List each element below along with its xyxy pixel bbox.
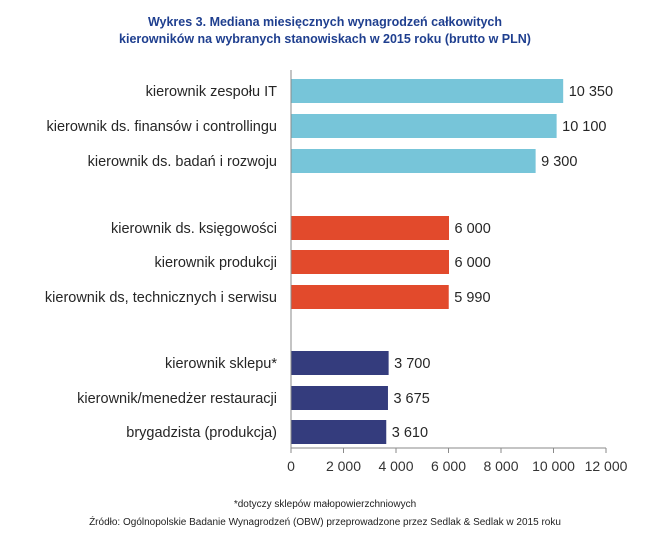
value-label: 3 700 bbox=[394, 356, 430, 372]
category-label: kierownik produkcji bbox=[155, 255, 278, 271]
bar bbox=[291, 420, 387, 444]
bar bbox=[291, 79, 564, 103]
bar bbox=[291, 250, 449, 274]
x-tick-label: 2 000 bbox=[326, 458, 361, 474]
value-label: 3 610 bbox=[392, 425, 428, 441]
x-tick-label: 0 bbox=[287, 458, 295, 474]
category-label: kierownik zespołu IT bbox=[146, 84, 277, 100]
value-label: 10 350 bbox=[569, 84, 613, 100]
category-label: kierownik/menedżer restauracji bbox=[77, 391, 277, 407]
x-tick-label: 10 000 bbox=[532, 458, 575, 474]
category-label: kierownik ds. księgowości bbox=[111, 221, 277, 237]
x-tick-label: 12 000 bbox=[585, 458, 628, 474]
value-label: 6 000 bbox=[455, 221, 491, 237]
category-label: kierownik ds. badań i rozwoju bbox=[88, 154, 277, 170]
value-label: 3 675 bbox=[393, 391, 429, 407]
bar bbox=[291, 114, 557, 138]
x-tick-label: 6 000 bbox=[431, 458, 466, 474]
x-tick-label: 8 000 bbox=[483, 458, 518, 474]
value-label: 6 000 bbox=[455, 255, 491, 271]
bar bbox=[291, 216, 449, 240]
category-label: kierownik ds. finansów i controllingu bbox=[47, 119, 278, 135]
value-label: 5 990 bbox=[454, 290, 490, 306]
bar bbox=[291, 149, 536, 173]
bar bbox=[291, 351, 389, 375]
chart-title-line-2: kierowników na wybranych stanowiskach w … bbox=[119, 32, 531, 46]
category-label: kierownik sklepu* bbox=[165, 356, 277, 372]
value-label: 9 300 bbox=[541, 154, 577, 170]
x-tick-label: 4 000 bbox=[378, 458, 413, 474]
chart-title: Wykres 3. Mediana miesięcznych wynagrodz… bbox=[0, 14, 650, 48]
bar bbox=[291, 386, 388, 410]
source-note: Źródło: Ogólnopolskie Badanie Wynagrodze… bbox=[89, 517, 561, 528]
chart-title-line-1: Wykres 3. Mediana miesięcznych wynagrodz… bbox=[147, 15, 503, 29]
value-label: 10 100 bbox=[562, 119, 606, 135]
footnote: *dotyczy sklepów małopowierzchniowych bbox=[233, 499, 417, 510]
category-label: kierownik ds, technicznych i serwisu bbox=[45, 290, 277, 306]
category-label: brygadzista (produkcja) bbox=[126, 425, 277, 441]
bar bbox=[291, 285, 449, 309]
